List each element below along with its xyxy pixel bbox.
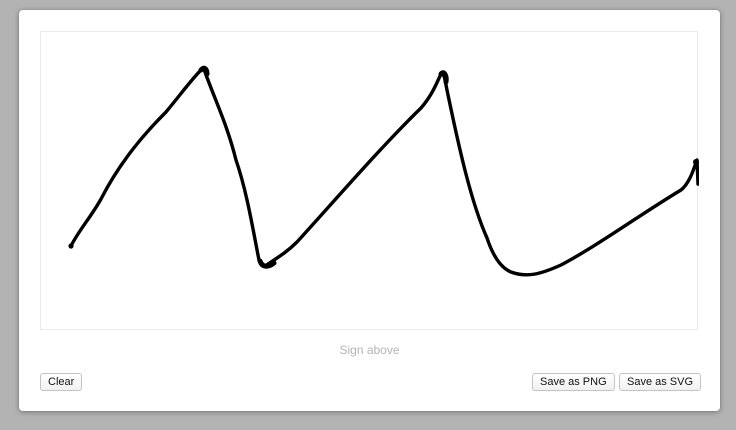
save-png-button[interactable]: Save as PNG (532, 373, 615, 391)
signature-stroke (69, 66, 699, 277)
save-svg-button[interactable]: Save as SVG (619, 373, 702, 391)
signature-stroke (693, 159, 699, 165)
signature-stroke (68, 243, 74, 249)
signature-stroke (438, 70, 449, 85)
signature-stroke (257, 258, 277, 269)
clear-button[interactable]: Clear (40, 373, 83, 391)
sign-above-hint: Sign above (339, 343, 400, 357)
signature-card: Sign above Clear Save as PNG Save as SVG (19, 10, 720, 411)
signature-stroke-layer (68, 65, 699, 277)
signature-canvas[interactable] (40, 31, 699, 330)
signature-stroke (198, 65, 210, 77)
